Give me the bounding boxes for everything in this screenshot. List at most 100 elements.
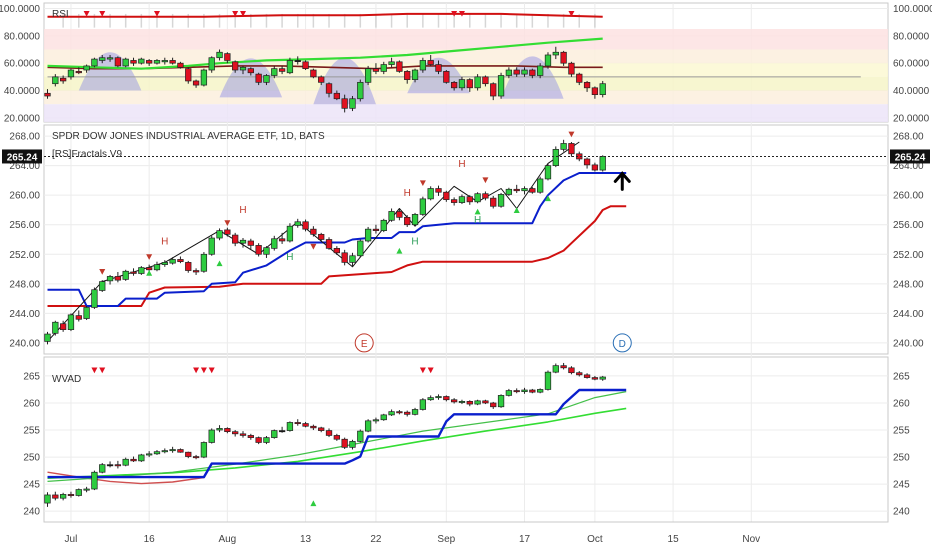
wvad-candle[interactable] (537, 388, 544, 394)
wvad-candle[interactable] (286, 421, 294, 432)
rsi-candle[interactable] (505, 67, 513, 79)
main-candle[interactable] (224, 227, 231, 237)
rsi-candle[interactable] (537, 63, 544, 79)
wvad-candle[interactable] (529, 388, 536, 394)
wvad-candle[interactable] (419, 398, 427, 411)
main-candle[interactable] (310, 226, 317, 237)
main-candle[interactable] (294, 218, 301, 228)
wvad-candle[interactable] (247, 433, 254, 440)
main-candle[interactable] (302, 219, 309, 232)
main-candle[interactable] (364, 226, 372, 243)
wvad-candle[interactable] (380, 413, 387, 421)
rsi-candle[interactable] (357, 79, 364, 102)
wvad-candle[interactable] (544, 370, 552, 391)
rsi-candle[interactable] (341, 94, 348, 113)
rsi-candle[interactable] (482, 75, 489, 87)
main-candle[interactable] (106, 274, 114, 285)
main-candle[interactable] (75, 310, 82, 322)
rsi-candle[interactable] (490, 82, 497, 101)
main-candle[interactable] (341, 249, 348, 266)
wvad-candle[interactable] (216, 425, 223, 433)
main-candle[interactable] (591, 162, 599, 172)
wvad-candle[interactable] (576, 371, 583, 377)
wvad-candle[interactable] (75, 488, 82, 497)
rsi-candle[interactable] (411, 68, 419, 83)
rsi-candle[interactable] (560, 50, 567, 66)
rsi-candle[interactable] (232, 60, 239, 73)
wvad-candle[interactable] (411, 407, 419, 416)
main-candle[interactable] (599, 155, 606, 172)
wvad-candle[interactable] (591, 375, 599, 381)
rsi-candle[interactable] (224, 52, 231, 64)
wvad-candle[interactable] (482, 399, 489, 405)
wvad-candle[interactable] (458, 399, 466, 405)
rsi-candle[interactable] (302, 60, 309, 71)
rsi-candle[interactable] (114, 56, 122, 68)
wvad-candle[interactable] (450, 398, 458, 404)
rsi-candle[interactable] (294, 56, 301, 65)
main-candle[interactable] (357, 239, 364, 258)
wvad-candle[interactable] (130, 456, 137, 462)
rsi-candle[interactable] (59, 75, 67, 84)
rsi-candle[interactable] (91, 57, 98, 68)
wvad-candle[interactable] (52, 491, 59, 501)
wvad-candle[interactable] (333, 433, 340, 441)
rsi-candle[interactable] (75, 67, 82, 75)
rsi-candle[interactable] (138, 57, 145, 65)
wvad-candle[interactable] (427, 395, 434, 401)
marker-d-circle[interactable] (612, 333, 632, 353)
wvad-candle[interactable] (169, 446, 176, 453)
main-candle[interactable] (388, 208, 395, 222)
main-candle[interactable] (380, 218, 387, 233)
rsi-candle[interactable] (169, 57, 176, 65)
wvad-candle[interactable] (466, 400, 473, 407)
rsi-candle[interactable] (372, 63, 380, 75)
main-candle[interactable] (583, 157, 591, 169)
wvad-candle[interactable] (404, 410, 411, 417)
main-candle[interactable] (458, 194, 466, 205)
rsi-panel[interactable] (44, 10, 888, 122)
rsi-candle[interactable] (325, 82, 333, 98)
wvad-candle[interactable] (153, 450, 161, 455)
main-candle[interactable] (513, 184, 520, 193)
main-candle[interactable] (521, 186, 528, 195)
main-candle[interactable] (286, 223, 294, 243)
rsi-candle[interactable] (458, 76, 466, 91)
rsi-candle[interactable] (52, 74, 59, 87)
main-candle[interactable] (185, 260, 192, 273)
rsi-candle[interactable] (599, 80, 606, 98)
main-candle[interactable] (255, 243, 262, 257)
rsi-candle[interactable] (247, 67, 254, 76)
wvad-candle[interactable] (513, 388, 520, 394)
wvad-candle[interactable] (318, 426, 325, 433)
rsi-candle[interactable] (216, 49, 223, 61)
rsi-candle[interactable] (419, 57, 427, 73)
main-candle[interactable] (450, 197, 458, 206)
main-candle[interactable] (537, 176, 544, 194)
main-candle[interactable] (318, 232, 325, 242)
rsi-candle[interactable] (576, 72, 583, 86)
main-candle[interactable] (372, 224, 380, 234)
main-candle[interactable] (404, 215, 411, 227)
rsi-candle[interactable] (333, 90, 340, 101)
wvad-candle[interactable] (521, 387, 528, 394)
rsi-candle[interactable] (278, 65, 286, 75)
wvad-candle[interactable] (59, 492, 67, 501)
main-candle[interactable] (560, 139, 567, 152)
main-candle[interactable] (529, 187, 536, 194)
main-candle[interactable] (208, 235, 215, 256)
rsi-candle[interactable] (99, 54, 106, 64)
main-candle[interactable] (278, 232, 286, 244)
main-candle[interactable] (411, 212, 419, 227)
wvad-candle[interactable] (357, 429, 364, 443)
main-candle[interactable] (271, 235, 278, 251)
main-candle[interactable] (435, 185, 442, 196)
main-candle[interactable] (497, 192, 505, 208)
rsi-candle[interactable] (200, 68, 208, 87)
rsi-candle[interactable] (185, 67, 192, 84)
rsi-candle[interactable] (568, 61, 575, 77)
wvad-candle[interactable] (192, 454, 200, 460)
wvad-candle[interactable] (67, 491, 75, 498)
main-candle[interactable] (247, 238, 254, 250)
wvad-candle[interactable] (490, 401, 497, 409)
